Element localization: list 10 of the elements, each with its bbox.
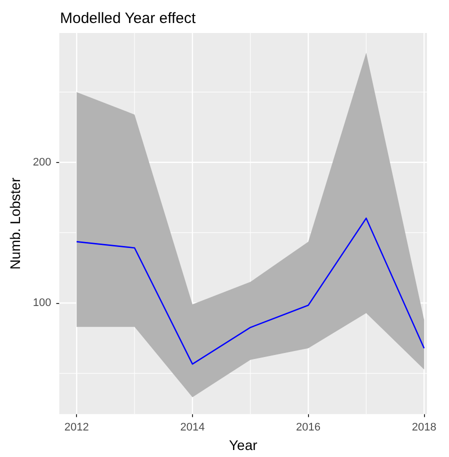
y-axis-title: Numb. Lobster — [7, 177, 23, 270]
x-tick-label: 2012 — [64, 422, 89, 434]
x-tick-label: 2018 — [412, 422, 436, 434]
y-tick-label: 200 — [32, 156, 52, 168]
y-tick-label: 100 — [32, 297, 52, 310]
x-tick-label: 2016 — [296, 422, 321, 434]
x-tick-label: 2014 — [180, 422, 205, 434]
line-series — [76, 218, 425, 365]
x-axis-title: Year — [228, 437, 258, 453]
chart-title: Modelled Year effect — [60, 10, 196, 27]
